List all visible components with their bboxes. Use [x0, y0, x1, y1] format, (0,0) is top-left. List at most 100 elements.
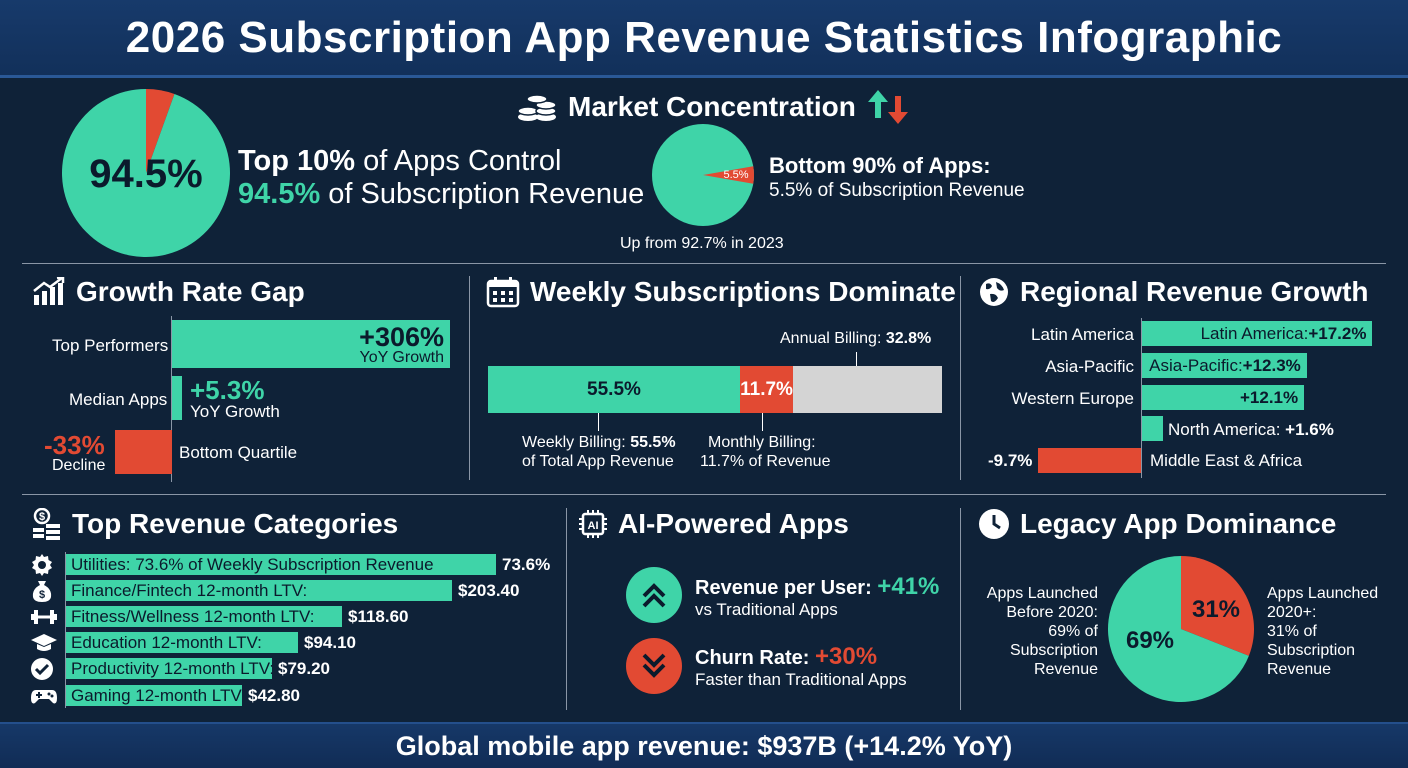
region-bar-asia-pacific: Asia-Pacific: +12.3%	[1142, 353, 1307, 378]
region-bar-value: +12.1%	[1239, 387, 1299, 407]
top-apps-rest: of Apps Control	[355, 145, 562, 177]
monthly-segment: 11.7%	[739, 366, 794, 413]
ai-churn-label: Churn Rate:	[695, 647, 815, 669]
ai-churn-line: Churn Rate: +30%	[695, 643, 877, 671]
bottom-quartile-bar	[114, 430, 172, 474]
svg-text:AI: AI	[588, 520, 599, 532]
categories-axis	[65, 552, 66, 708]
bottom-quartile-value: -33%	[44, 430, 105, 460]
top-apps-pct: 94.5%	[238, 178, 321, 210]
dumbbell-icon	[30, 605, 58, 629]
ai-revenue-sub: vs Traditional Apps	[695, 600, 838, 619]
category-bar: Fitness/Wellness 12-month LTV:	[66, 606, 342, 627]
category-value: $118.60	[348, 606, 409, 626]
double-chevron-up-icon	[626, 567, 682, 623]
category-row: Fitness/Wellness 12-month LTV: $118.60	[66, 606, 409, 627]
categories-heading: $ Top Revenue Categories	[32, 508, 398, 540]
region-bar-latin-america: Latin America: +17.2%	[1142, 321, 1373, 346]
category-value: $203.40	[458, 580, 520, 600]
coins-icon	[516, 91, 558, 123]
legacy-left-line: Apps Launched	[986, 585, 1098, 602]
legacy-slice-2020-plus	[1181, 556, 1254, 656]
category-bar: Gaming 12-month LTV:	[66, 685, 242, 706]
top-performers-bar	[172, 320, 450, 368]
small-pie-label: 5.5%	[723, 169, 748, 181]
region-label-north-america: North America: +1.6%	[1168, 420, 1334, 440]
weekly-segment: 55.5%	[488, 366, 740, 413]
market-heading-text: Market Concentration	[568, 91, 856, 122]
legacy-left-line: 69% of	[1048, 623, 1098, 640]
legacy-right-line: Revenue	[1267, 661, 1332, 678]
monthly-billing-sub: 11.7% of Revenue	[700, 453, 831, 470]
top-performers-value: +306%	[359, 322, 444, 352]
divider-1	[22, 263, 1386, 264]
checkmark-icon	[30, 657, 58, 681]
category-value: 73.6%	[502, 554, 551, 574]
growth-heading: Growth Rate Gap	[32, 276, 305, 308]
legacy-slice-before-2020	[1108, 556, 1249, 702]
legacy-right-line: Subscription	[1267, 642, 1356, 659]
region-na-text: North America:	[1168, 420, 1286, 439]
region-bar-western-europe: +12.1%	[1142, 385, 1305, 410]
monthly-pointer	[762, 413, 763, 431]
weekly-label-text: Weekly Billing:	[522, 434, 631, 451]
annual-billing-label: Annual Billing: 32.8%	[780, 330, 931, 348]
category-bar: Utilities: 73.6% of Weekly Subscription …	[66, 554, 496, 575]
category-row: Productivity 12-month LTV: $79.20	[66, 658, 330, 679]
categories-heading-text: Top Revenue Categories	[72, 508, 399, 539]
gear-icon	[30, 553, 58, 577]
category-bar: Productivity 12-month LTV:	[66, 658, 272, 679]
category-row: Gaming 12-month LTV: $42.80	[66, 685, 300, 706]
legacy-left-line: Revenue	[1033, 661, 1098, 678]
weekly-billing-sub: of Total App Revenue	[522, 453, 674, 470]
regional-heading-text: Regional Revenue Growth	[1020, 276, 1369, 307]
region-bar-text: Asia-Pacific:	[1149, 355, 1243, 375]
legacy-right-line: Apps Launched	[1267, 585, 1379, 602]
svg-text:$: $	[39, 589, 45, 601]
bottom-quartile-label: Bottom Quartile	[179, 443, 298, 462]
median-apps-value: +5.3%	[190, 375, 265, 405]
market-heading: Market Concentration	[516, 88, 912, 126]
divider-v2	[960, 276, 961, 480]
legacy-right-line: 2020+:	[1267, 604, 1317, 621]
bottom-quartile-sub: Decline	[52, 457, 106, 474]
weekly-heading: Weekly Subscriptions Dominate	[486, 276, 956, 308]
top-apps-rest2: of Subscription Revenue	[320, 178, 645, 210]
weekly-heading-text: Weekly Subscriptions Dominate	[530, 276, 956, 307]
calendar-icon	[486, 276, 520, 308]
bottom-share-pie: 5.5%	[652, 124, 754, 226]
money-bag-icon: $	[30, 579, 58, 603]
regional-heading: Regional Revenue Growth	[978, 276, 1369, 308]
divider-2	[22, 494, 1386, 495]
region-value-middle-east-africa: -9.7%	[988, 451, 1033, 470]
legacy-right-label: Apps Launched 2020+: 31% of Subscription…	[1267, 584, 1397, 679]
annual-pointer	[856, 352, 857, 366]
pie-slice-bottom-90	[146, 89, 175, 173]
category-value: $42.80	[248, 685, 300, 705]
top-apps-bold: Top 10%	[238, 145, 356, 177]
market-note: Up from 92.7% in 2023	[620, 235, 784, 252]
median-apps-sub: YoY Growth	[190, 402, 280, 421]
weekly-pointer	[598, 413, 599, 431]
region-label-middle-east-africa: Middle East & Africa	[1150, 451, 1303, 470]
legacy-right-line: 31% of	[1267, 623, 1317, 640]
big-pie-label: 94.5%	[89, 152, 202, 196]
divider-v1	[469, 276, 470, 480]
category-row: Finance/Fintech 12-month LTV: $203.40	[66, 580, 519, 601]
ai-chip-icon: AI	[578, 509, 608, 539]
region-na-value: +1.6%	[1285, 420, 1334, 439]
annual-label-text: Annual Billing:	[780, 330, 886, 347]
trend-chart-icon	[32, 277, 66, 307]
regional-axis	[1141, 318, 1142, 478]
title-bar: 2026 Subscription App Revenue Statistics…	[0, 0, 1408, 78]
double-chevron-down-icon	[626, 638, 682, 694]
category-value: $79.20	[278, 658, 330, 678]
divider-v4	[960, 508, 961, 710]
ai-heading-text: AI-Powered Apps	[618, 508, 849, 539]
svg-text:$: $	[39, 511, 45, 523]
money-bag-icon: $	[32, 508, 62, 540]
ai-revenue-label: Revenue per User:	[695, 577, 878, 599]
growth-axis	[171, 316, 172, 482]
region-bar-value: +17.2%	[1308, 323, 1367, 343]
divider-v3	[566, 508, 567, 710]
